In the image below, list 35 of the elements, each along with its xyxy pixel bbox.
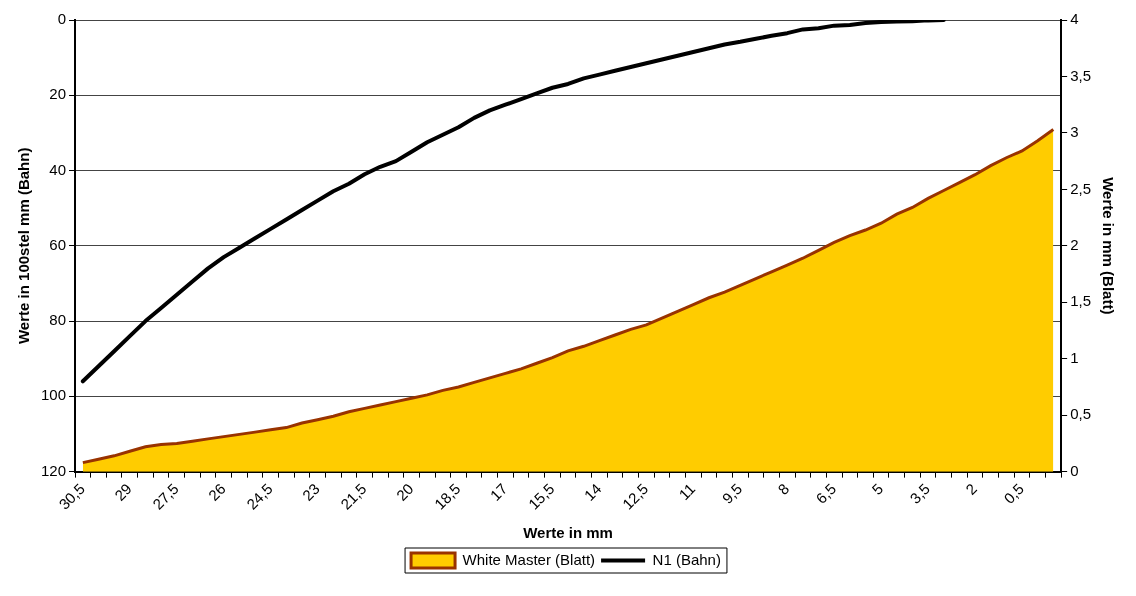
x-axis-title: Werte in mm [523, 524, 613, 542]
x-tick-label: 0,5 [1000, 480, 1028, 507]
y2-tick-label: 2 [1070, 235, 1079, 253]
y-tick-label: 80 [49, 311, 67, 329]
y2-tick-label: 4 [1070, 10, 1079, 28]
y2-tick-label: 1,5 [1070, 292, 1092, 310]
y-tick-label: 0 [57, 10, 67, 28]
x-tick-label: 3,5 [906, 480, 934, 507]
x-tick-label: 26 [204, 480, 229, 504]
y-tick-label: 20 [49, 85, 67, 103]
x-tick-label: 14 [580, 480, 605, 504]
y-tick-label: 100 [41, 386, 67, 404]
x-tick-label: 8 [774, 480, 793, 498]
x-tick-label: 2 [962, 480, 981, 498]
y-tick-label: 120 [41, 461, 67, 479]
y2-tick-label: 2,5 [1070, 179, 1092, 197]
x-tick-label: 23 [298, 480, 323, 504]
y-axis-title: Werte in 100stel mm (Bahn) [15, 147, 33, 345]
x-tick-label: 29 [111, 480, 135, 504]
y2-tick-label: 3,5 [1070, 66, 1092, 84]
y2-tick-label: 1 [1070, 348, 1079, 366]
y-tick-label: 40 [49, 160, 67, 178]
y2-tick-label: 0 [1070, 461, 1079, 479]
legend-label: N1 (Bahn) [652, 550, 721, 568]
legend-label: White Master (Blatt) [462, 550, 596, 568]
x-tick-label: 9,5 [718, 480, 746, 507]
x-tick-label: 5 [868, 480, 887, 498]
x-tick-label: 20 [392, 480, 417, 504]
y2-tick-label: 3 [1070, 123, 1079, 141]
x-tick-label: 6,5 [812, 480, 840, 507]
x-tick-label: 17 [486, 480, 511, 504]
x-tick-label: 11 [675, 480, 699, 504]
y2-tick-label: 0,5 [1070, 405, 1092, 423]
y-tick-label: 60 [49, 235, 67, 253]
y2-axis-title: Werte in mm (Blatt) [1099, 177, 1117, 315]
